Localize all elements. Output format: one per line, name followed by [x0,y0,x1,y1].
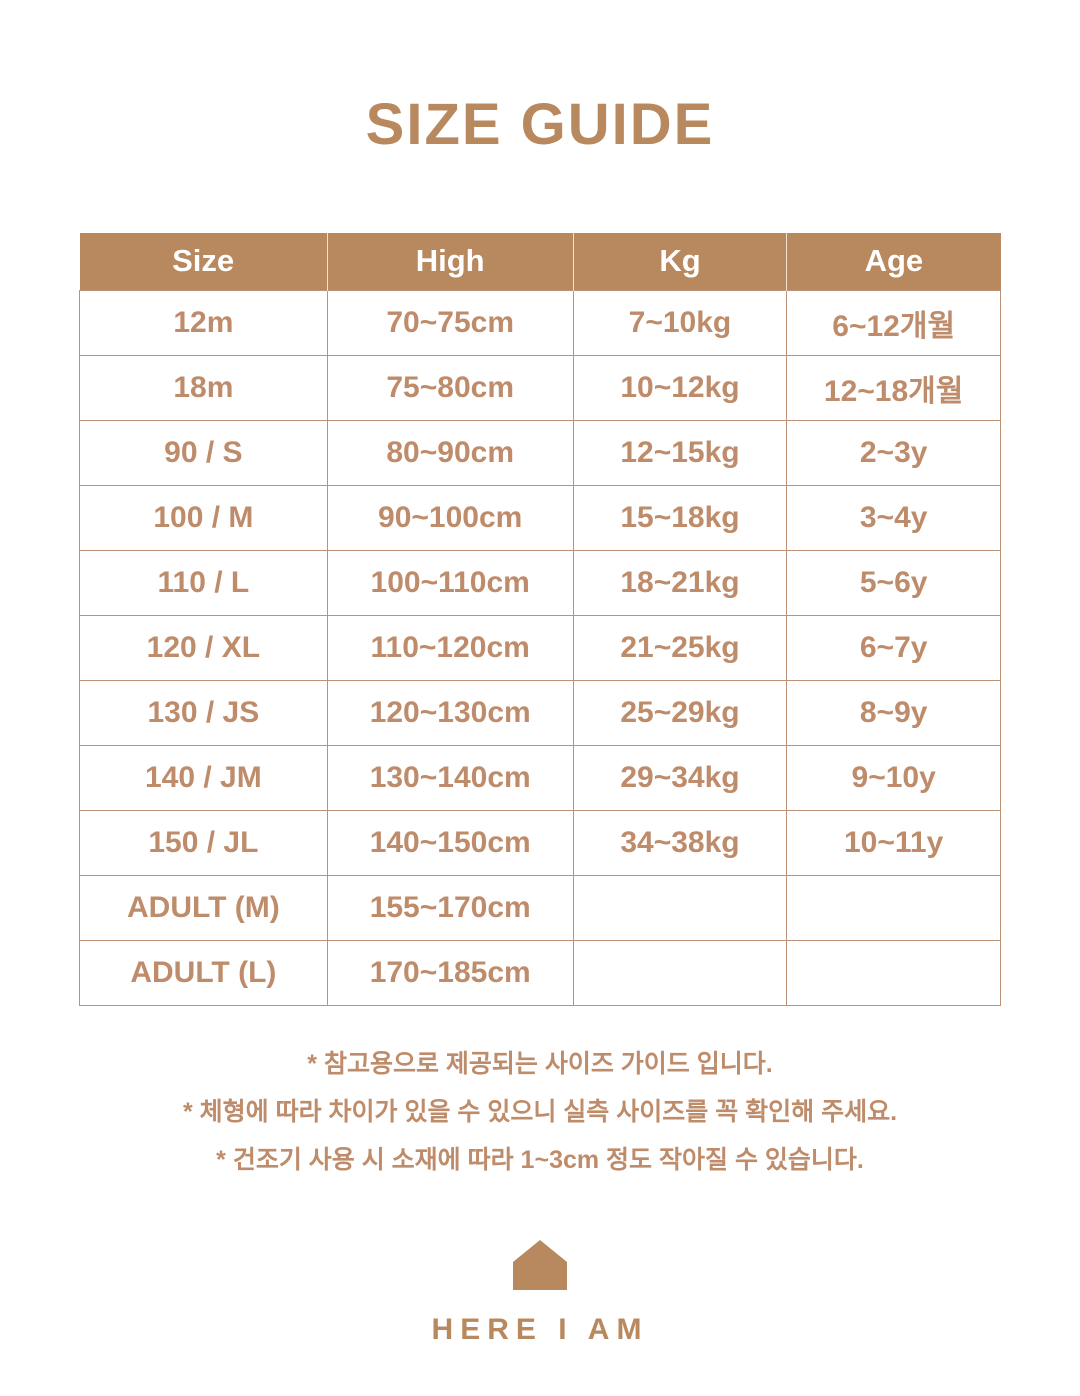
note-line: * 체형에 따라 차이가 있을 수 있으니 실측 사이즈를 꼭 확인해 주세요. [182,1098,898,1127]
brand-logo: HERE I AM [432,1240,649,1347]
table-cell: 120~130cm [326,680,574,747]
table-cell: 120 / XL [79,615,328,682]
table-cell: 12~18개월 [786,355,1001,422]
table-cell: 3~4y [786,485,1001,552]
table-cell: 75~80cm [326,355,574,422]
size-table-header: Size High Kg Age [79,232,1001,291]
table-cell [786,875,1001,942]
table-cell: 12m [79,290,328,357]
table-row: 100 / M 90~100cm 15~18kg 3~4y [79,485,1001,552]
table-cell [786,940,1001,1007]
table-cell: ADULT (M) [79,875,328,942]
table-cell: 18~21kg [572,550,788,617]
table-cell: 34~38kg [572,810,788,877]
table-cell: 29~34kg [572,745,788,812]
size-notes: * 참고용으로 제공되는 사이즈 가이드 입니다. * 체형에 따라 차이가 있… [183,1040,897,1184]
column-header-high: High [327,232,574,291]
table-cell: 15~18kg [572,485,788,552]
header-row: Size High Kg Age [79,232,1001,291]
table-row: 140 / JM 130~140cm 29~34kg 9~10y [79,745,1001,812]
table-cell: 9~10y [786,745,1001,812]
table-cell: 10~12kg [572,355,788,422]
table-cell: 110~120cm [326,615,574,682]
table-cell: 25~29kg [572,680,788,747]
table-cell: 70~75cm [326,290,574,357]
table-cell: 140 / JM [79,745,328,812]
table-cell [572,875,788,942]
table-row: 120 / XL 110~120cm 21~25kg 6~7y [79,615,1001,682]
table-cell: 21~25kg [572,615,788,682]
brand-name-text: HERE I AM [431,1313,649,1347]
table-cell: 150 / JL [79,810,328,877]
table-cell: 80~90cm [326,420,574,487]
note-line: * 참고용으로 제공되는 사이즈 가이드 입니다. [307,1050,773,1079]
table-cell: 18m [79,355,328,422]
table-row: 12m 70~75cm 7~10kg 6~12개월 [79,290,1001,357]
table-cell: 155~170cm [326,875,574,942]
table-cell: 12~15kg [572,420,788,487]
table-cell: 8~9y [786,680,1001,747]
table-cell: ADULT (L) [79,940,328,1007]
table-row: 110 / L 100~110cm 18~21kg 5~6y [79,550,1001,617]
size-table: Size High Kg Age 12m 70~75cm 7~10kg 6~12개월 1… [79,232,1001,1007]
note-line: * 건조기 사용 시 소재에 따라 1~3cm 정도 작아질 수 있습니다. [216,1146,864,1175]
table-cell: 90~100cm [326,485,574,552]
table-cell: 2~3y [786,420,1001,487]
table-row: 130 / JS 120~130cm 25~29kg 8~9y [79,680,1001,747]
size-table-body: 12m 70~75cm 7~10kg 6~12개월 18m 75~80cm 10~12kg 1… [79,290,1001,1007]
table-cell: 100 / M [79,485,328,552]
table-row: 150 / JL 140~150cm 34~38kg 10~11y [79,810,1001,877]
table-cell: 5~6y [786,550,1001,617]
table-cell: 10~11y [786,810,1001,877]
table-cell: 7~10kg [572,290,788,357]
table-cell: 170~185cm [326,940,574,1007]
table-cell: 130~140cm [326,745,574,812]
page-title: SIZE GUIDE [365,92,715,157]
table-cell: 6~7y [786,615,1001,682]
house-icon [512,1240,568,1291]
table-row: 90 / S 80~90cm 12~15kg 2~3y [79,420,1001,487]
table-row: 18m 75~80cm 10~12kg 12~18개월 [79,355,1001,422]
table-row: ADULT (M) 155~170cm [79,875,1001,942]
table-cell: 110 / L [79,550,328,617]
table-cell: 130 / JS [79,680,328,747]
table-cell: 90 / S [79,420,328,487]
column-header-kg: Kg [573,232,788,291]
column-header-size: Size [79,232,328,291]
table-cell: 6~12개월 [786,290,1001,357]
column-header-age: Age [786,232,1001,291]
table-row: ADULT (L) 170~185cm [79,940,1001,1007]
table-cell: 140~150cm [326,810,574,877]
table-cell: 100~110cm [326,550,574,617]
table-cell [572,940,788,1007]
